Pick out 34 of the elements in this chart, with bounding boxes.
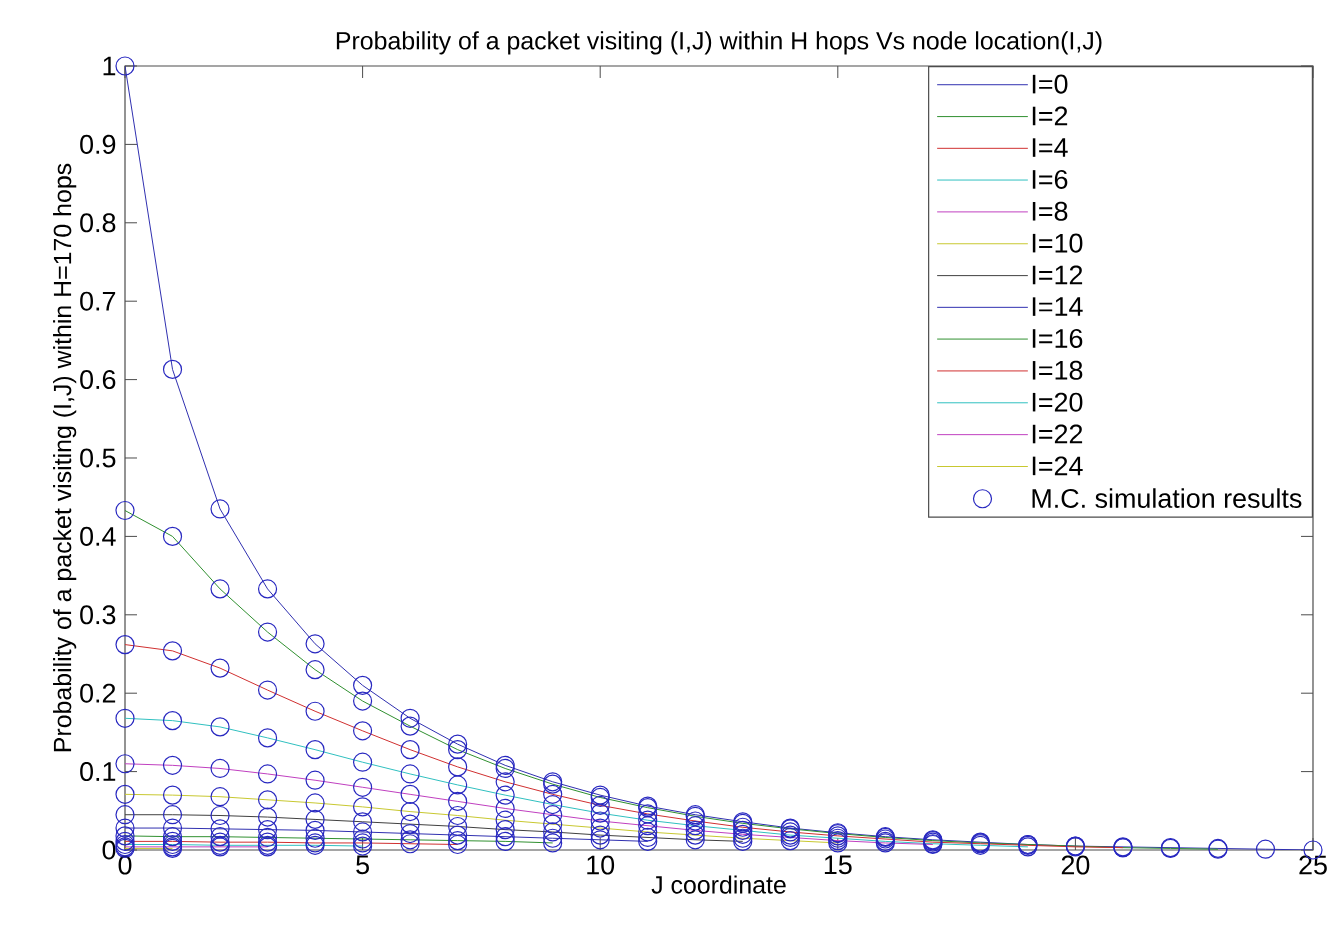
- legend-label: I=0: [1032, 74, 1068, 94]
- y-tick-label: 0: [102, 840, 116, 860]
- y-tick-label: 0.6: [80, 370, 116, 390]
- x-tick-label: 25: [1299, 855, 1327, 875]
- y-axis-title: Probability of a packet visiting (I,J) within H=170 hops: [53, 163, 77, 752]
- legend-label: I=4: [1032, 138, 1068, 157]
- x-tick-label: 20: [1061, 855, 1090, 875]
- y-tick-label: 0.2: [80, 683, 116, 703]
- x-tick-label: 15: [824, 855, 852, 875]
- legend-label: I=2: [1032, 106, 1068, 126]
- legend-label: I=20: [1032, 392, 1083, 412]
- x-tick-label: 0: [118, 855, 132, 875]
- y-tick-label: 0.8: [80, 213, 116, 233]
- y-tick-label: 0.5: [80, 448, 116, 468]
- y-tick-label: 0.1: [80, 762, 116, 782]
- legend-label: I=6: [1032, 169, 1068, 189]
- y-tick-label: 0.7: [80, 291, 116, 311]
- legend-label: I=14: [1032, 297, 1083, 316]
- legend-label: M.C. simulation results: [1032, 488, 1302, 508]
- y-tick-label: 0.9: [80, 134, 116, 154]
- legend-label: I=8: [1032, 201, 1068, 221]
- legend-label: I=12: [1032, 265, 1083, 285]
- y-tick-label: 0.4: [80, 526, 116, 546]
- x-tick-label: 10: [587, 855, 615, 875]
- chart-title: Probability of a packet visiting (I,J) within H hops Vs node location(I,J): [336, 31, 1102, 55]
- legend-label: I=24: [1032, 456, 1083, 476]
- x-tick-label: 5: [356, 855, 369, 875]
- legend-label: I=16: [1032, 328, 1083, 348]
- y-tick-label: 1: [103, 56, 116, 76]
- legend-label: I=18: [1032, 360, 1083, 380]
- legend-label: I=10: [1032, 233, 1083, 253]
- x-axis-title: J coordinate: [651, 875, 786, 894]
- legend-label: I=22: [1032, 424, 1083, 444]
- y-tick-label: 0.3: [80, 605, 116, 625]
